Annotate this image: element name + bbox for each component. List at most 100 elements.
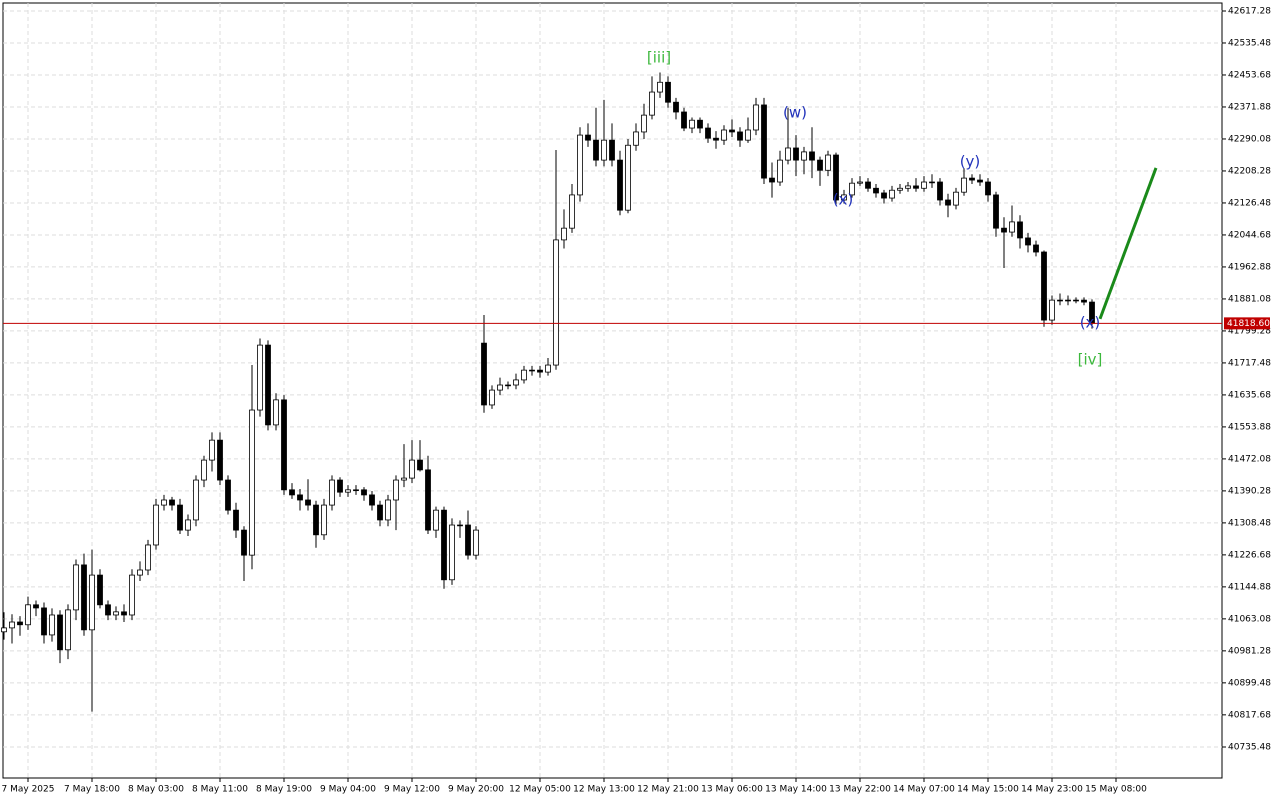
candle-body [89, 574, 95, 631]
candle-body [121, 611, 127, 616]
y-tick-label: 41063.08 [1228, 614, 1271, 624]
candle-body [545, 364, 551, 373]
candle-body [409, 459, 415, 479]
candle-body [801, 151, 807, 161]
candle-body [609, 139, 615, 161]
candle-body [241, 529, 247, 556]
candle-body [513, 379, 519, 386]
x-tick-label: 13 May 06:00 [701, 785, 763, 795]
candle-body [553, 239, 559, 366]
y-tick-label: 42371.88 [1228, 102, 1271, 112]
wave-label: (x) [833, 191, 854, 209]
candle-body [889, 189, 895, 199]
candle-body [849, 182, 855, 196]
candle-body [81, 564, 87, 631]
candle-body [857, 181, 863, 184]
candle-body [129, 574, 135, 616]
candle-body [697, 119, 703, 129]
y-tick-label: 41553.88 [1228, 422, 1271, 432]
candle-body [497, 384, 503, 391]
candle-body [985, 181, 991, 196]
candle-body [521, 369, 527, 381]
candle-body [201, 459, 207, 481]
x-tick-label: 13 May 14:00 [765, 785, 827, 795]
candle-body [161, 499, 167, 506]
candle-body [833, 154, 839, 201]
candle-body [649, 91, 655, 116]
x-tick-label: 7 May 18:00 [64, 785, 120, 795]
candle-body [329, 479, 335, 506]
candle-body [369, 494, 375, 506]
candle-body [457, 524, 463, 527]
candle-body [793, 147, 799, 161]
candle-body [257, 344, 263, 411]
candle-body [249, 409, 255, 556]
y-tick-label: 40899.48 [1228, 678, 1271, 688]
candle-body [577, 134, 583, 196]
candle-body [17, 621, 23, 626]
candle-body [505, 384, 511, 387]
candle-body [929, 181, 935, 184]
candle-body [73, 564, 79, 611]
candle-body [673, 101, 679, 113]
x-tick-label: 12 May 21:00 [637, 785, 699, 795]
candle-body [1017, 221, 1023, 239]
y-tick-label: 42208.28 [1228, 166, 1271, 176]
candle-body [625, 144, 631, 211]
candle-body [169, 499, 175, 506]
candle-body [233, 509, 239, 531]
candle-body [273, 399, 279, 426]
candle-body [417, 459, 423, 471]
candle-body [977, 179, 983, 183]
candle-body [393, 479, 399, 501]
y-tick-label: 41226.68 [1228, 550, 1271, 560]
candle-body [425, 469, 431, 531]
y-tick-label: 42535.48 [1228, 38, 1271, 48]
candle-body [809, 151, 815, 161]
candle-body [1073, 299, 1079, 302]
y-tick-label: 41881.08 [1228, 294, 1271, 304]
y-tick-label: 40735.48 [1228, 742, 1271, 752]
candle-body [585, 134, 591, 141]
candle-body [617, 159, 623, 211]
y-tick-label: 42290.08 [1228, 134, 1271, 144]
candle-body [433, 509, 439, 531]
candle-body [281, 399, 287, 491]
y-tick-label: 42126.48 [1228, 198, 1271, 208]
y-tick-label: 41962.88 [1228, 262, 1271, 272]
candle-body [593, 139, 599, 161]
candle-body [873, 187, 879, 194]
candle-body [865, 181, 871, 189]
plot-frame [2, 2, 1223, 779]
candle-body [745, 129, 751, 141]
x-tick-label: 14 May 07:00 [893, 785, 955, 795]
candle-body [297, 494, 303, 501]
candle-body [969, 177, 975, 181]
candle-body [897, 187, 903, 191]
candle-body [177, 504, 183, 531]
candle-body [9, 621, 15, 629]
candle-body [1009, 221, 1015, 233]
candle-body [345, 489, 351, 493]
candle-body [641, 114, 647, 133]
candle-body [313, 504, 319, 536]
y-tick-label: 42617.28 [1228, 6, 1271, 16]
candle-body [113, 611, 119, 616]
wave-label: (x) [1080, 314, 1101, 332]
candle-body [753, 104, 759, 131]
candle-body [681, 111, 687, 129]
x-tick-label: 14 May 23:00 [1021, 785, 1083, 795]
candle-body [265, 344, 271, 426]
candle-body [49, 614, 55, 636]
candle-body [489, 389, 495, 406]
candle-body [217, 439, 223, 481]
y-tick-label: 40817.68 [1228, 710, 1271, 720]
y-tick-label: 41799.28 [1228, 326, 1271, 336]
candle-body [961, 177, 967, 193]
y-tick-label: 41144.88 [1228, 582, 1271, 592]
y-tick-label: 41390.28 [1228, 486, 1271, 496]
candle-body [705, 127, 711, 139]
candle-body [65, 609, 71, 651]
forecast-line [1098, 167, 1158, 320]
wave-label: [iv] [1078, 351, 1103, 369]
